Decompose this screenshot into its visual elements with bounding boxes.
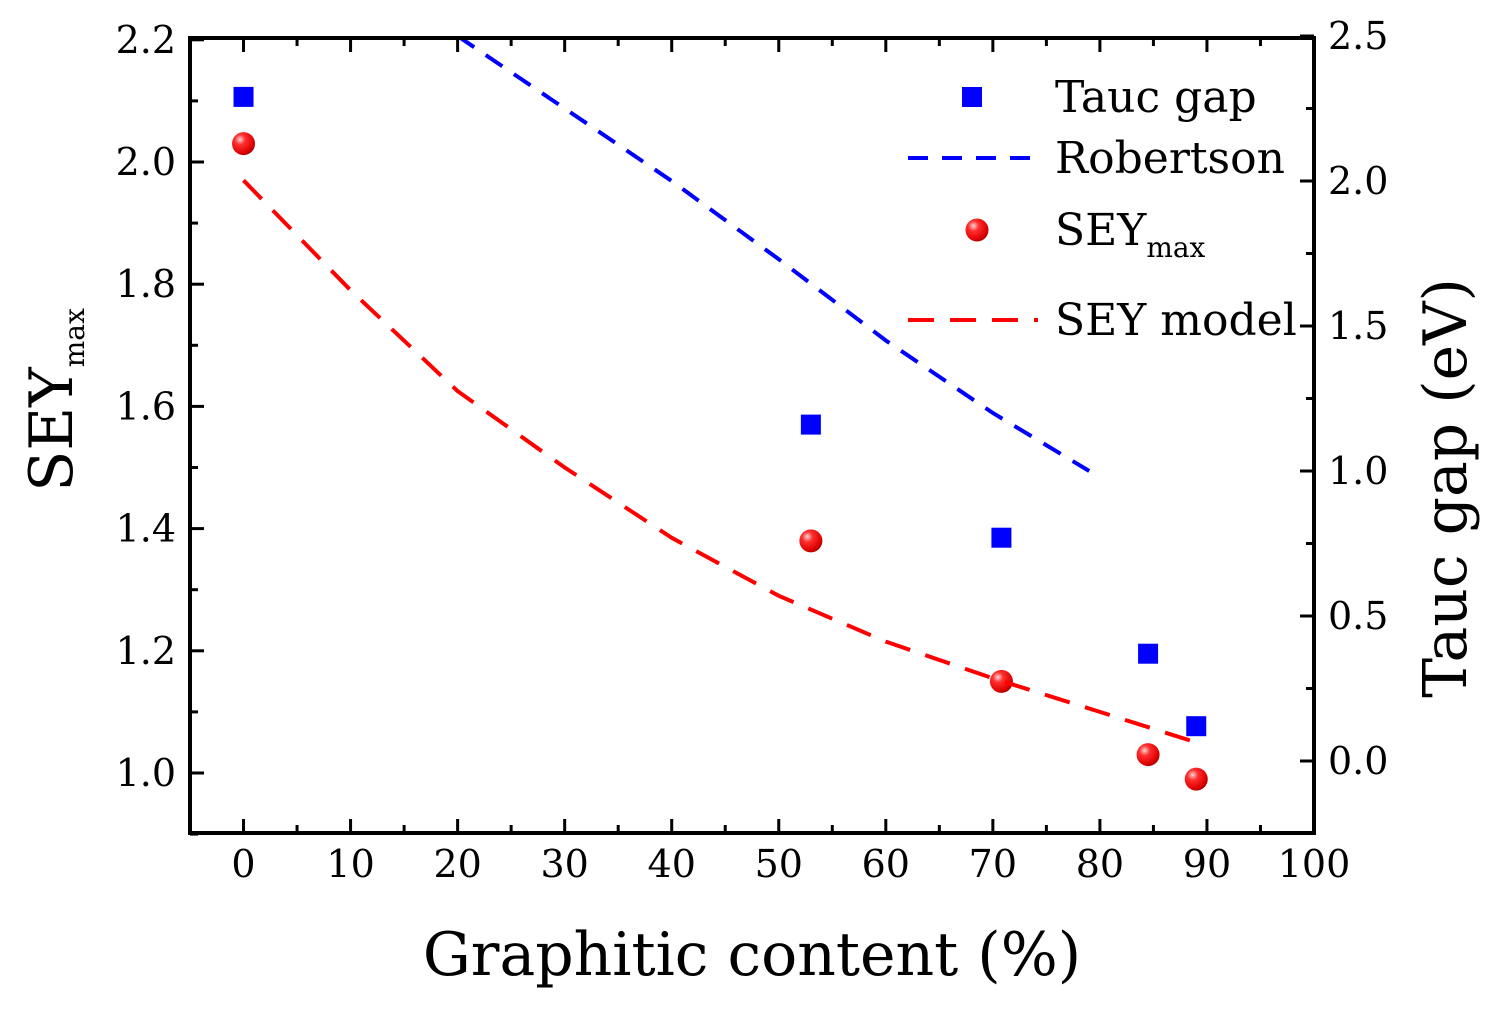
y-left-tick-label: 1.0 (116, 751, 176, 795)
y-right-tick-label: 1.0 (1328, 449, 1388, 493)
left-axis-title: SEYmax (17, 308, 91, 492)
y-right-tick-label: 0.0 (1328, 739, 1388, 783)
y-left-tick-label: 1.2 (116, 629, 176, 673)
x-tick-label: 40 (648, 842, 696, 886)
x-tick-label: 50 (755, 842, 803, 886)
legend: Tauc gap Robertson SEYmax SEY model (908, 72, 1297, 346)
x-tick-label: 20 (433, 842, 481, 886)
y-left-tick-label: 1.4 (116, 507, 176, 551)
tauc-gap-point (1138, 643, 1159, 664)
x-tick-label: 70 (969, 842, 1017, 886)
x-tick-label: 80 (1076, 842, 1124, 886)
series-line-robertson (456, 38, 1091, 473)
sey-max-point (989, 669, 1013, 693)
sey-max-point (1136, 743, 1160, 767)
series-line-sey-model (242, 178, 1197, 745)
legend-label: Tauc gap (1055, 72, 1257, 123)
tauc-gap-point (800, 414, 821, 435)
x-tick-label: 30 (540, 842, 588, 886)
tauc-gap-point (991, 527, 1012, 548)
sey-max-point (1184, 767, 1208, 791)
y-left-tick-label: 1.6 (116, 384, 176, 428)
y-left-tick-label: 1.8 (116, 262, 176, 306)
tick-labels: 0 10 20 30 40 50 60 70 80 90 100 1.0 1.2 1.4 1.6 1.8 2.0… (116, 14, 1389, 886)
y-left-tick-label: 2.2 (116, 18, 176, 62)
y-right-tick-label: 1.5 (1328, 304, 1388, 348)
x-axis-title: Graphitic content (%) (423, 920, 1081, 990)
plot-frame (188, 36, 1316, 835)
x-tick-label: 90 (1183, 842, 1231, 886)
legend-label: SEYmax (1055, 205, 1206, 264)
axis-ticks (190, 34, 1316, 836)
x-tick-label: 60 (862, 842, 910, 886)
right-axis-title: Tauc gap (eV) (1411, 278, 1481, 698)
sey-max-point (232, 132, 256, 156)
legend-sphere-symbol (965, 218, 989, 242)
left-axis-title-sub: max (58, 308, 91, 367)
legend-label: Robertson (1055, 133, 1285, 184)
plot-border (188, 36, 1316, 835)
x-tick-label: 0 (231, 842, 255, 886)
legend-label: SEY model (1055, 295, 1297, 346)
legend-square-symbol (962, 87, 982, 107)
y-right-tick-label: 2.0 (1328, 159, 1388, 203)
left-axis-title-main: SEY (17, 366, 87, 492)
plot-marks (232, 38, 1208, 791)
legend-label-sub: max (1146, 231, 1205, 264)
y-right-tick-label: 0.5 (1328, 594, 1388, 638)
tauc-gap-point (233, 86, 254, 107)
y-right-tick-label: 2.5 (1328, 14, 1388, 58)
x-tick-label: 100 (1278, 842, 1351, 886)
x-tick-label: 10 (326, 842, 374, 886)
tauc-gap-point (1186, 716, 1207, 737)
y-left-tick-label: 2.0 (116, 140, 176, 184)
legend-label-main: SEY (1055, 205, 1147, 256)
sey-max-point (799, 529, 823, 553)
